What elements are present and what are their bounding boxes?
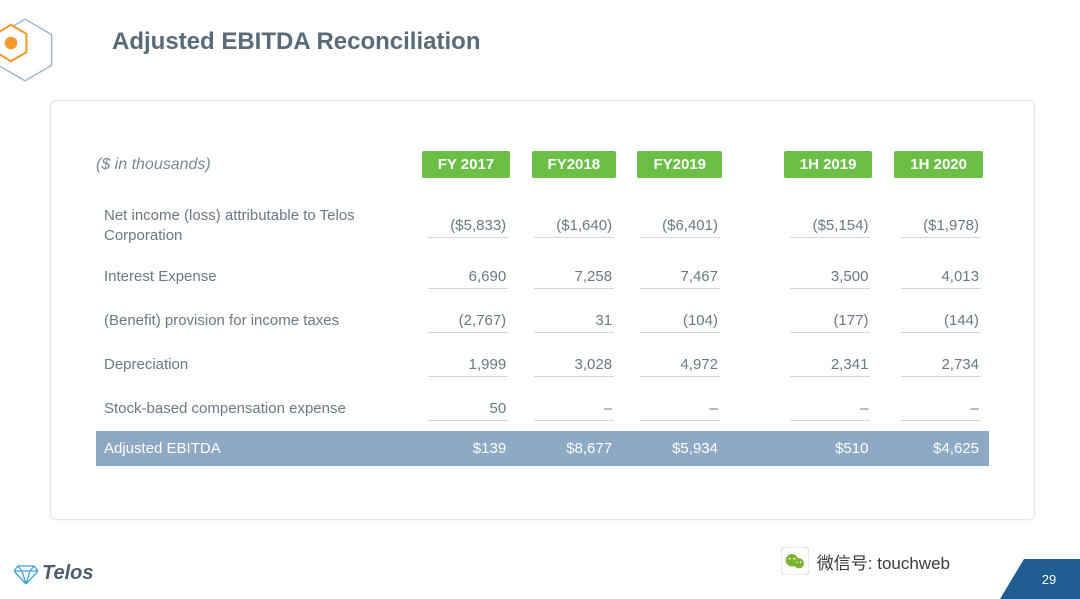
cell: 31	[516, 299, 622, 343]
cell: (104)	[622, 299, 728, 343]
total-row: Adjusted EBITDA $139 $8,677 $5,934 $510 …	[96, 431, 989, 466]
cell: –	[622, 387, 728, 431]
page-title: Adjusted EBITDA Reconciliation	[112, 28, 480, 56]
cell: 4,972	[622, 343, 728, 387]
cell: ($1,978)	[878, 196, 989, 255]
row-label: Depreciation	[96, 343, 406, 387]
col-fy2019: FY2019	[622, 151, 728, 196]
cell: –	[516, 387, 622, 431]
table-row: Net income (loss) attributable to Telos …	[96, 196, 989, 255]
cell: ($6,401)	[622, 196, 728, 255]
cell: 4,013	[878, 255, 989, 299]
cell: ($1,640)	[516, 196, 622, 255]
table-row: (Benefit) provision for income taxes (2,…	[96, 299, 989, 343]
wechat-icon	[781, 547, 809, 575]
col-1h2020: 1H 2020	[878, 151, 989, 196]
cell: –	[768, 387, 878, 431]
cell: 7,258	[516, 255, 622, 299]
cell: 7,467	[622, 255, 728, 299]
cell: 1,999	[406, 343, 516, 387]
watermark: 微信号: touchweb	[781, 547, 950, 575]
cell: (177)	[768, 299, 878, 343]
total-cell: $4,625	[878, 431, 989, 466]
col-1h2019: 1H 2019	[768, 151, 878, 196]
ebitda-table: ($ in thousands) FY 2017 FY2018 FY2019 1…	[96, 151, 989, 466]
table-row: Stock-based compensation expense 50 – – …	[96, 387, 989, 431]
cell: 50	[406, 387, 516, 431]
cell: –	[878, 387, 989, 431]
row-label: Stock-based compensation expense	[96, 387, 406, 431]
diamond-icon	[14, 564, 38, 584]
table-header-row: ($ in thousands) FY 2017 FY2018 FY2019 1…	[96, 151, 989, 196]
reconciliation-card: ($ in thousands) FY 2017 FY2018 FY2019 1…	[50, 100, 1035, 520]
row-label: (Benefit) provision for income taxes	[96, 299, 406, 343]
cell: 3,500	[768, 255, 878, 299]
cell: (2,767)	[406, 299, 516, 343]
column-gap	[728, 151, 768, 196]
total-cell: $139	[406, 431, 516, 466]
units-label: ($ in thousands)	[96, 151, 406, 196]
brand-name: Telos	[42, 562, 94, 585]
total-cell: $5,934	[622, 431, 728, 466]
page-number: 29	[1000, 559, 1080, 599]
table-row: Interest Expense 6,690 7,258 7,467 3,500…	[96, 255, 989, 299]
total-cell: $8,677	[516, 431, 622, 466]
col-fy2017: FY 2017	[406, 151, 516, 196]
cell: 6,690	[406, 255, 516, 299]
cell: (144)	[878, 299, 989, 343]
cell: ($5,154)	[768, 196, 878, 255]
cell: 2,341	[768, 343, 878, 387]
watermark-text: 微信号: touchweb	[817, 549, 950, 574]
cell: 2,734	[878, 343, 989, 387]
total-label: Adjusted EBITDA	[96, 431, 406, 466]
brand-logo: Telos	[14, 562, 94, 585]
hex-decoration	[0, 15, 60, 85]
total-cell: $510	[768, 431, 878, 466]
table-row: Depreciation 1,999 3,028 4,972 2,341 2,7…	[96, 343, 989, 387]
col-fy2018: FY2018	[516, 151, 622, 196]
cell: ($5,833)	[406, 196, 516, 255]
cell: 3,028	[516, 343, 622, 387]
row-label: Interest Expense	[96, 255, 406, 299]
row-label: Net income (loss) attributable to Telos …	[96, 196, 406, 255]
